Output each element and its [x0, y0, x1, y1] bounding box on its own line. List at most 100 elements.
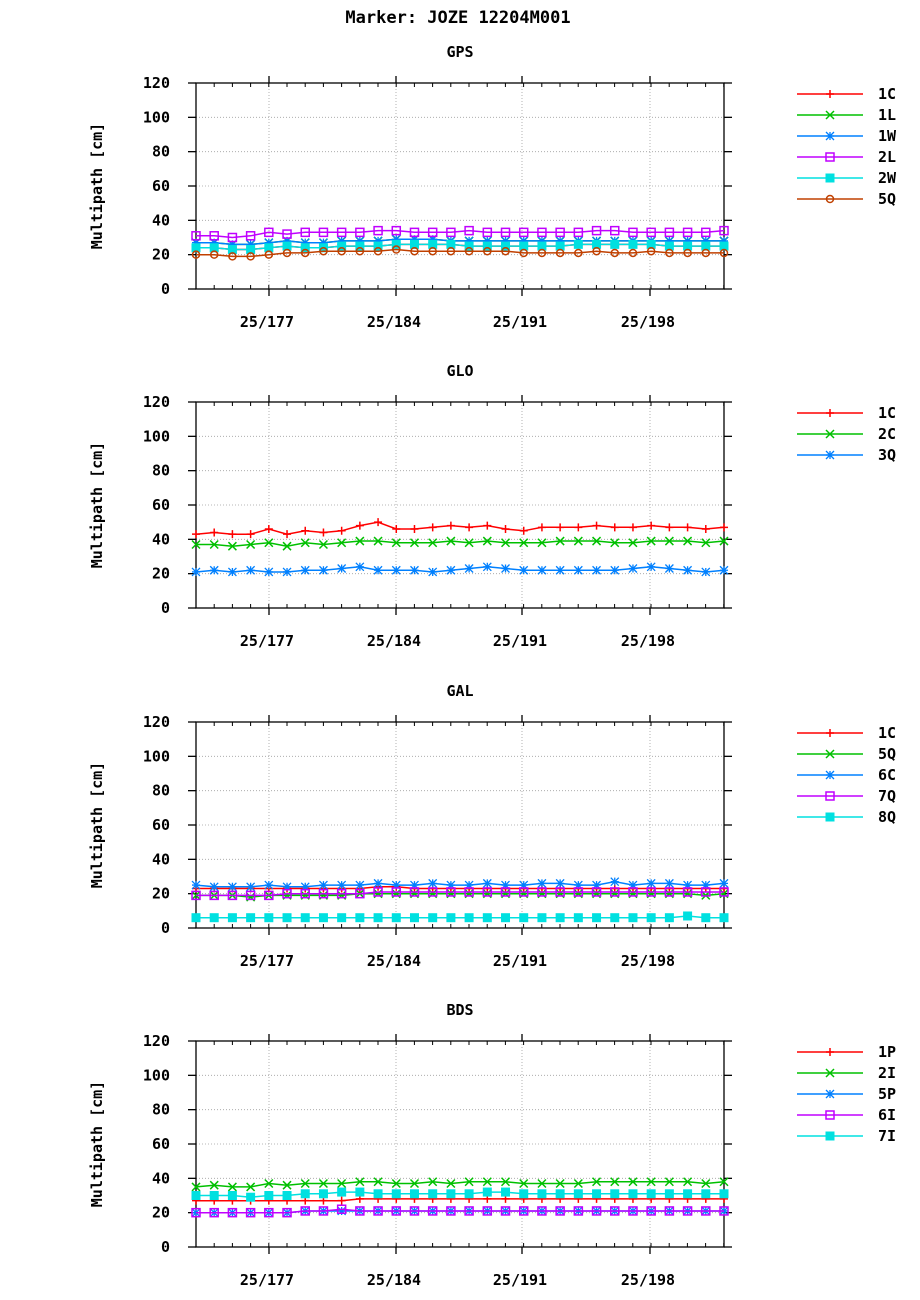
panel-title: BDS [446, 1001, 473, 1019]
data-point [283, 530, 292, 539]
data-point [318, 227, 329, 238]
data-point [446, 227, 456, 238]
data-point [483, 521, 492, 530]
data-point [573, 1189, 583, 1199]
y-tick-label: 120 [143, 713, 170, 731]
panel-title: GLO [446, 362, 473, 380]
data-point [501, 1187, 511, 1197]
data-point [610, 225, 620, 236]
data-point [246, 913, 256, 923]
y-tick-label: 120 [143, 393, 170, 411]
series-line [196, 1198, 724, 1202]
data-point [245, 231, 256, 241]
data-point [664, 536, 674, 546]
data-point [282, 229, 292, 239]
data-point [646, 246, 656, 256]
data-point [482, 241, 492, 251]
data-point [518, 887, 529, 897]
y-tick-label: 40 [152, 530, 170, 548]
data-point [519, 880, 529, 890]
data-point [501, 241, 511, 251]
legend-label: 2L [878, 148, 896, 166]
data-point [555, 565, 565, 575]
data-point [646, 562, 656, 572]
data-point [355, 227, 365, 238]
data-point [591, 887, 602, 897]
data-point [191, 913, 201, 923]
data-point [227, 239, 237, 249]
data-point [355, 1206, 365, 1216]
data-point [573, 1206, 584, 1216]
data-point [336, 1204, 347, 1214]
data-point [519, 526, 528, 535]
data-point [318, 565, 328, 575]
data-point [409, 1206, 420, 1216]
data-point [701, 567, 711, 577]
y-tick-label: 100 [143, 1066, 170, 1084]
x-tick-label: 25/184 [367, 313, 421, 331]
data-point [664, 227, 675, 238]
data-point [646, 887, 656, 897]
data-point [391, 538, 401, 548]
legend-entry-2w: 2W [797, 169, 897, 187]
y-tick-label: 0 [161, 919, 170, 937]
data-point [301, 526, 310, 535]
data-point [428, 538, 438, 548]
legend-label: 2W [878, 169, 897, 187]
data-point [446, 880, 456, 890]
data-point [464, 225, 474, 236]
data-point [282, 248, 292, 258]
data-point [282, 1191, 292, 1200]
y-tick-label: 100 [143, 747, 170, 765]
data-point [701, 248, 711, 258]
data-point [446, 246, 456, 256]
data-point [300, 882, 310, 892]
legend-entry-7q: 7Q [797, 787, 896, 805]
data-point [518, 1206, 529, 1216]
y-tick-label: 0 [161, 1238, 170, 1256]
data-point [318, 1189, 328, 1199]
data-point [300, 238, 310, 248]
legend-marker [825, 1068, 835, 1078]
data-point [209, 231, 219, 241]
data-point [246, 1182, 256, 1192]
data-point [574, 523, 583, 532]
data-point [701, 913, 711, 923]
data-point [701, 538, 711, 548]
data-point [209, 250, 219, 259]
data-point [682, 227, 693, 238]
data-point [628, 227, 638, 238]
data-point [464, 887, 474, 897]
data-point [482, 887, 493, 897]
data-point [300, 243, 310, 253]
y-tick-label: 0 [161, 280, 170, 298]
data-point [246, 882, 256, 892]
data-point [427, 1206, 438, 1216]
data-point [227, 1191, 237, 1200]
data-point [464, 246, 474, 256]
legend-entry-6c: 6C [797, 766, 896, 784]
data-point [227, 567, 237, 577]
series-line [196, 915, 724, 919]
data-point [610, 1189, 620, 1199]
data-point [337, 526, 346, 535]
series-8q [191, 911, 729, 923]
data-point [355, 880, 365, 890]
data-point [300, 1189, 310, 1199]
legend-label: 1W [878, 127, 897, 145]
data-point [227, 541, 237, 551]
data-point [282, 882, 292, 892]
data-point [209, 882, 219, 892]
series-line [196, 243, 724, 251]
data-point [519, 913, 529, 923]
chart-panel-gps: GPS 0 20 40 60 80 100 120 25/177 25/184 25/191 25/1… [88, 43, 897, 331]
data-point [264, 1178, 274, 1189]
legend-marker [825, 791, 835, 801]
data-point [318, 880, 328, 890]
data-point [610, 565, 620, 575]
series-1c [192, 518, 728, 539]
series-2l [191, 225, 729, 243]
series-line [196, 1191, 724, 1198]
data-point [373, 1206, 383, 1216]
